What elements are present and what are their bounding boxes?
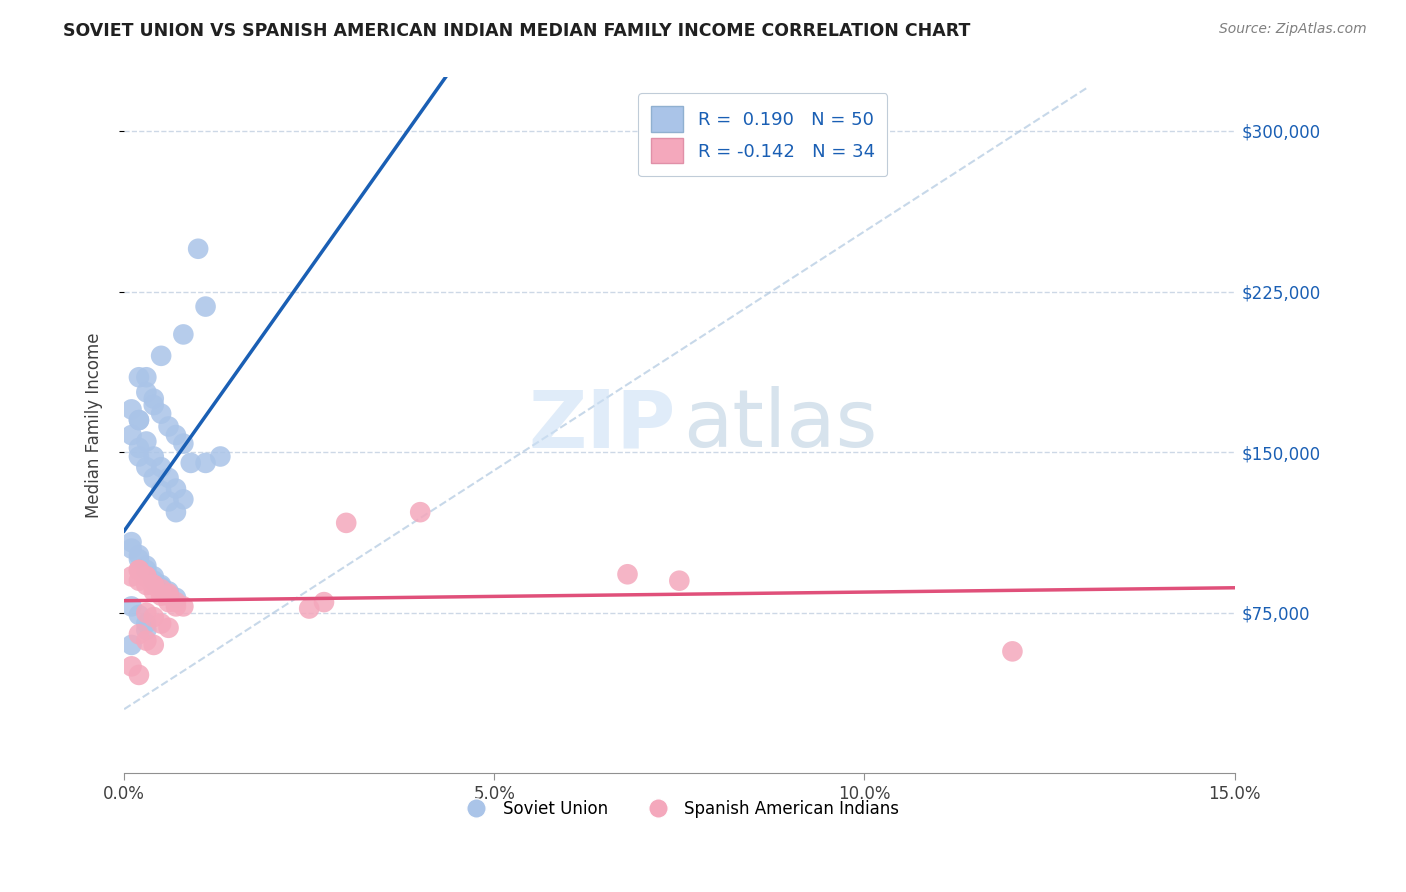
Point: [172, 327, 194, 342]
Point: [142, 574, 165, 588]
Point: [165, 505, 187, 519]
Point: [142, 398, 165, 412]
Point: [135, 606, 157, 620]
Point: [180, 456, 202, 470]
Point: [150, 578, 173, 592]
Point: [135, 578, 157, 592]
Point: [128, 413, 150, 427]
Point: [616, 567, 638, 582]
Point: [165, 428, 187, 442]
Point: [142, 569, 165, 583]
Legend: Soviet Union, Spanish American Indians: Soviet Union, Spanish American Indians: [453, 793, 905, 824]
Point: [135, 385, 157, 400]
Point: [668, 574, 690, 588]
Point: [157, 621, 180, 635]
Point: [209, 450, 232, 464]
Point: [121, 428, 143, 442]
Point: [150, 589, 173, 603]
Point: [135, 569, 157, 583]
Point: [409, 505, 432, 519]
Point: [128, 563, 150, 577]
Point: [128, 627, 150, 641]
Point: [172, 492, 194, 507]
Point: [128, 668, 150, 682]
Point: [157, 589, 180, 603]
Point: [335, 516, 357, 530]
Point: [121, 569, 143, 583]
Point: [172, 436, 194, 450]
Point: [128, 607, 150, 622]
Point: [194, 456, 217, 470]
Point: [121, 638, 143, 652]
Point: [150, 582, 173, 597]
Text: Source: ZipAtlas.com: Source: ZipAtlas.com: [1219, 22, 1367, 37]
Point: [121, 659, 143, 673]
Point: [135, 563, 157, 577]
Point: [150, 460, 173, 475]
Point: [128, 548, 150, 562]
Point: [121, 535, 143, 549]
Point: [165, 591, 187, 605]
Point: [150, 580, 173, 594]
Point: [142, 578, 165, 592]
Point: [135, 370, 157, 384]
Point: [128, 563, 150, 577]
Point: [142, 610, 165, 624]
Point: [1001, 644, 1024, 658]
Point: [157, 419, 180, 434]
Point: [165, 599, 187, 614]
Point: [128, 574, 150, 588]
Point: [135, 633, 157, 648]
Point: [142, 392, 165, 406]
Point: [157, 471, 180, 485]
Point: [142, 584, 165, 599]
Y-axis label: Median Family Income: Median Family Income: [86, 333, 103, 518]
Point: [135, 569, 157, 583]
Point: [135, 616, 157, 631]
Point: [135, 460, 157, 475]
Point: [128, 441, 150, 455]
Point: [157, 595, 180, 609]
Text: atlas: atlas: [683, 386, 877, 465]
Point: [157, 584, 180, 599]
Point: [135, 434, 157, 449]
Point: [150, 616, 173, 631]
Point: [312, 595, 335, 609]
Point: [157, 494, 180, 508]
Point: [142, 578, 165, 592]
Point: [187, 242, 209, 256]
Point: [142, 450, 165, 464]
Point: [298, 601, 321, 615]
Point: [128, 370, 150, 384]
Point: [128, 552, 150, 566]
Point: [142, 638, 165, 652]
Point: [150, 407, 173, 421]
Point: [165, 482, 187, 496]
Point: [157, 586, 180, 600]
Text: SOVIET UNION VS SPANISH AMERICAN INDIAN MEDIAN FAMILY INCOME CORRELATION CHART: SOVIET UNION VS SPANISH AMERICAN INDIAN …: [63, 22, 970, 40]
Point: [135, 623, 157, 637]
Point: [194, 300, 217, 314]
Point: [121, 599, 143, 614]
Point: [121, 402, 143, 417]
Text: ZIP: ZIP: [529, 386, 676, 465]
Point: [172, 599, 194, 614]
Point: [150, 349, 173, 363]
Point: [121, 541, 143, 556]
Point: [128, 450, 150, 464]
Point: [150, 483, 173, 498]
Point: [165, 595, 187, 609]
Point: [135, 558, 157, 573]
Point: [128, 413, 150, 427]
Point: [142, 471, 165, 485]
